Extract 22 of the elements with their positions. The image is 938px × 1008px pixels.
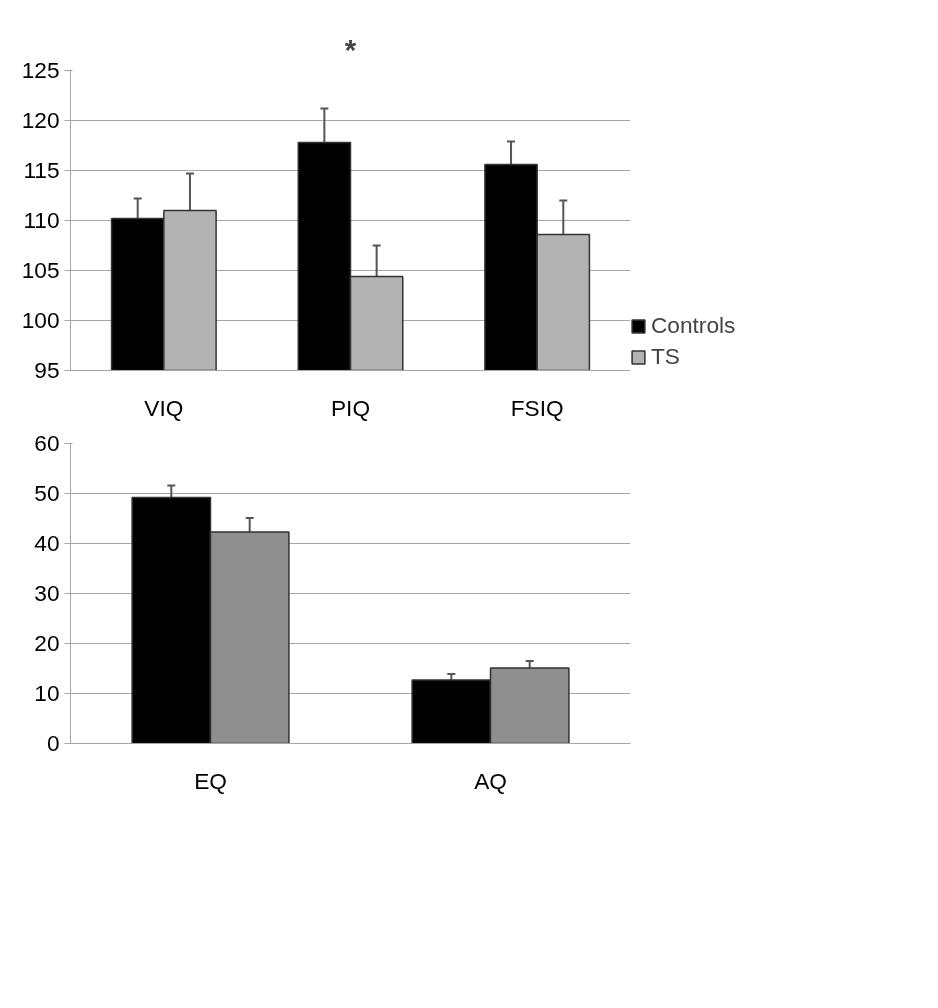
y-tick-label: 10 [34,680,60,706]
y-tick-label: 105 [21,257,60,283]
y-tick-label: 115 [23,157,60,183]
x-tick-label: AQ [474,767,507,794]
y-tick-label: 0 [46,730,60,756]
x-tick-label: EQ [194,767,227,794]
y-tick-label: 110 [23,207,60,233]
x-tick-label: VIQ [144,394,184,421]
legend-label: TS [651,343,680,370]
y-tick-label: 125 [21,57,60,83]
y-tick-label: 95 [34,357,60,383]
y-tick-label: 30 [34,580,60,606]
legend-label: Controls [651,312,736,339]
x-tick-label: PIQ [330,394,371,421]
y-tick-label: 20 [34,630,60,656]
y-tick-label: 100 [21,307,60,333]
y-tick-label: 40 [34,530,60,556]
x-tick-label: FSIQ [510,394,564,421]
text: * [344,32,357,66]
y-tick-label: 120 [21,107,60,133]
y-tick-label: 60 [34,430,60,456]
y-tick-label: 50 [34,480,60,506]
